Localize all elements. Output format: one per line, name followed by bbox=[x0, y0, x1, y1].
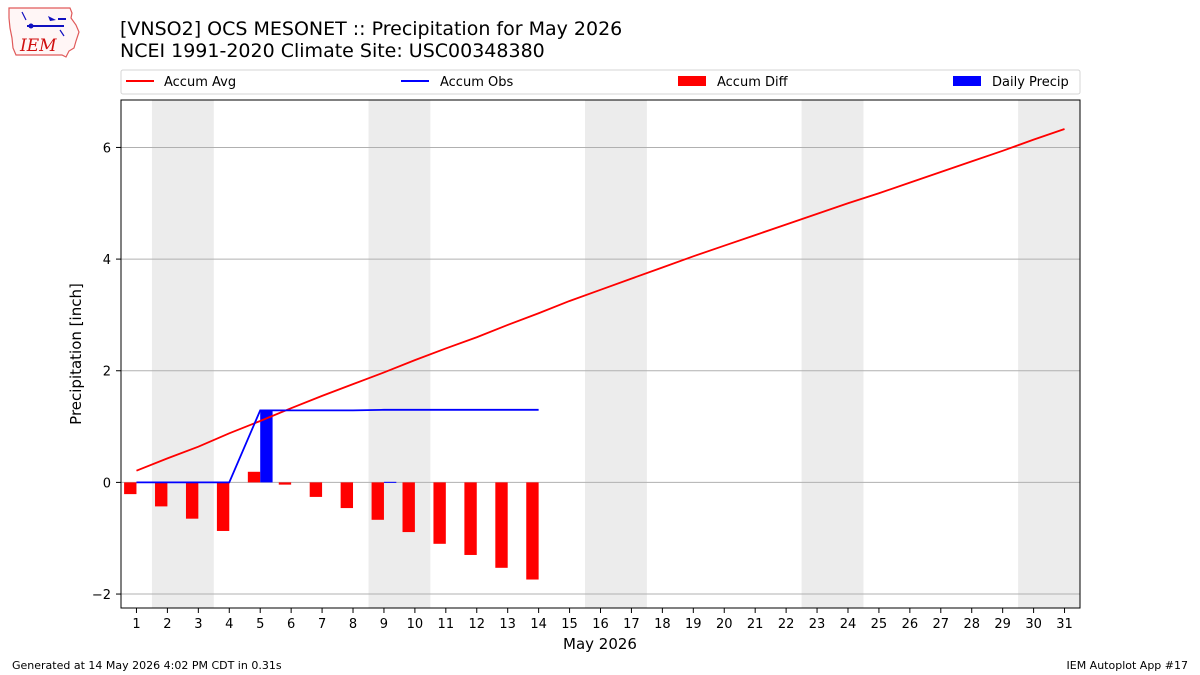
y-tick-label: 4 bbox=[103, 253, 111, 268]
iem-logo: IEM bbox=[8, 7, 80, 58]
weekend-band bbox=[801, 100, 864, 608]
x-tick-label: 22 bbox=[778, 617, 795, 632]
weekend-band bbox=[151, 100, 214, 608]
accum-diff-bars bbox=[124, 471, 539, 580]
x-tick-label: 29 bbox=[994, 617, 1011, 632]
accum-diff-bar bbox=[124, 482, 137, 495]
accum-diff-bar bbox=[464, 482, 477, 555]
x-tick-label: 7 bbox=[318, 617, 326, 632]
accum-diff-bar bbox=[185, 482, 199, 519]
x-tick-label: 9 bbox=[380, 617, 388, 632]
x-tick-label: 5 bbox=[256, 617, 264, 632]
chart-title: [VNSO2] OCS MESONET :: Precipitation for… bbox=[120, 18, 622, 40]
weekend-shading bbox=[151, 100, 1080, 608]
weekend-band bbox=[585, 100, 647, 608]
x-tick-label: 24 bbox=[840, 617, 857, 632]
y-axis-ticks: −2 0 2 4 6 bbox=[92, 141, 121, 603]
x-tick-label: 27 bbox=[933, 617, 950, 632]
accum-diff-bar bbox=[526, 482, 539, 580]
x-tick-label: 17 bbox=[623, 617, 640, 632]
iowa-outline-icon bbox=[8, 7, 80, 58]
plot-area: 1 2 3 4 5 6 7 8 9 10 11 12 13 14 15 16 17 18 19 20 21 22 23 24 2… bbox=[92, 99, 1081, 632]
accum-diff-bar bbox=[155, 482, 168, 507]
x-tick-label: 19 bbox=[685, 617, 702, 632]
footer-generated-text: Generated at 14 May 2026 4:02 PM CDT in … bbox=[12, 659, 282, 672]
x-tick-label: 30 bbox=[1025, 617, 1042, 632]
weekend-band bbox=[368, 100, 431, 608]
x-tick-label: 15 bbox=[561, 617, 578, 632]
legend-accum-diff-swatch bbox=[678, 76, 706, 86]
x-tick-label: 18 bbox=[654, 617, 671, 632]
x-tick-label: 16 bbox=[592, 617, 609, 632]
legend-daily-precip-label: Daily Precip bbox=[992, 75, 1069, 90]
x-tick-label: 20 bbox=[716, 617, 733, 632]
accum-diff-bar bbox=[309, 482, 323, 497]
x-tick-label: 26 bbox=[902, 617, 919, 632]
x-tick-label: 12 bbox=[468, 617, 485, 632]
x-tick-label: 4 bbox=[225, 617, 233, 632]
chart-subtitle: NCEI 1991-2020 Climate Site: USC00348380 bbox=[120, 40, 545, 62]
x-tick-label: 2 bbox=[163, 617, 171, 632]
weekend-band bbox=[1018, 100, 1080, 608]
legend-daily-precip-swatch bbox=[953, 76, 981, 86]
accum-avg-line bbox=[136, 128, 1065, 472]
daily-precip-bar bbox=[260, 410, 273, 483]
y-tick-label: 0 bbox=[103, 476, 111, 491]
accum-diff-bar bbox=[278, 482, 292, 485]
x-tick-label: 31 bbox=[1056, 617, 1073, 632]
y-axis-label: Precipitation [inch] bbox=[67, 283, 85, 425]
x-tick-label: 6 bbox=[287, 617, 295, 632]
x-tick-label: 11 bbox=[438, 617, 455, 632]
accum-diff-bar bbox=[247, 471, 261, 483]
x-tick-label: 28 bbox=[963, 617, 980, 632]
daily-precip-bar bbox=[383, 481, 397, 483]
y-tick-label: 2 bbox=[103, 365, 111, 380]
accum-diff-bar bbox=[216, 482, 230, 531]
x-tick-label: 23 bbox=[809, 617, 826, 632]
legend-accum-obs-label: Accum Obs bbox=[440, 75, 513, 90]
logo-text: IEM bbox=[19, 36, 57, 56]
x-tick-label: 1 bbox=[132, 617, 140, 632]
x-tick-label: 3 bbox=[194, 617, 202, 632]
x-tick-label: 21 bbox=[747, 617, 764, 632]
legend-accum-diff-label: Accum Diff bbox=[717, 75, 789, 90]
legend-accum-avg-label: Accum Avg bbox=[164, 75, 236, 90]
x-tick-label: 14 bbox=[530, 617, 547, 632]
x-tick-label: 10 bbox=[407, 617, 424, 632]
daily-precip-bars bbox=[260, 410, 397, 483]
accum-diff-bar bbox=[371, 482, 384, 520]
legend: Accum Avg Accum Obs Accum Diff Daily Pre… bbox=[120, 69, 1081, 95]
y-tick-label: −2 bbox=[92, 588, 111, 603]
accum-diff-bar bbox=[495, 482, 508, 568]
footer-app-id: IEM Autoplot App #17 bbox=[1066, 659, 1189, 672]
accum-diff-bar bbox=[402, 482, 415, 533]
x-tick-label: 25 bbox=[871, 617, 888, 632]
accum-diff-bar bbox=[340, 482, 354, 509]
x-axis-label: May 2026 bbox=[563, 635, 637, 653]
x-tick-label: 8 bbox=[349, 617, 357, 632]
y-tick-label: 6 bbox=[103, 141, 111, 156]
accum-obs-line bbox=[136, 408, 539, 484]
x-axis-ticks: 1 2 3 4 5 6 7 8 9 10 11 12 13 14 15 16 17 18 19 20 21 22 23 24 2… bbox=[132, 608, 1073, 632]
accum-diff-bar bbox=[433, 482, 446, 544]
x-tick-label: 13 bbox=[499, 617, 516, 632]
